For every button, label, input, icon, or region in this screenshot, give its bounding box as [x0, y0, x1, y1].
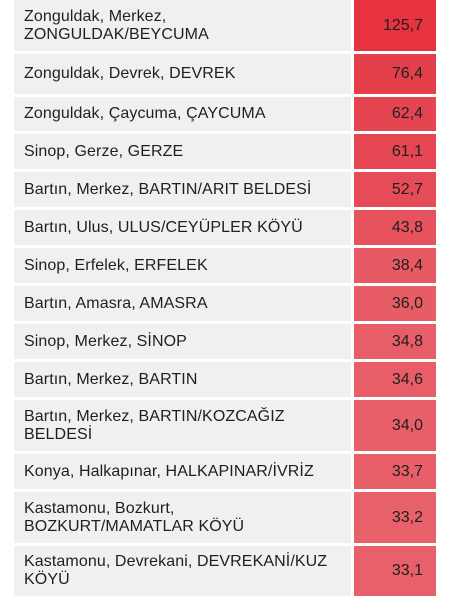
data-table: Zonguldak, Merkez, ZONGULDAK/BEYCUMA 125…	[14, 0, 436, 599]
table-row: Konya, Halkapınar, HALKAPINAR/İVRİZ 33,7	[14, 454, 436, 492]
location-name: Zonguldak, Merkez, ZONGULDAK/BEYCUMA	[14, 0, 354, 51]
location-name: Bartın, Merkez, BARTIN/ARIT BELDESİ	[14, 172, 354, 207]
location-name: Zonguldak, Çaycuma, ÇAYCUMA	[14, 97, 354, 131]
location-name: Bartın, Amasra, AMASRA	[14, 286, 354, 321]
location-name: Kastamonu, Devrekani, DEVREKANİ/KUZ KÖYÜ	[14, 546, 354, 596]
location-name: Kastamonu, Bozkurt, BOZKURT/MAMATLAR KÖY…	[14, 492, 354, 543]
table-row: Bartın, Amasra, AMASRA 36,0	[14, 286, 436, 324]
location-name: Sinop, Merkez, SİNOP	[14, 324, 354, 359]
value-cell: 76,4	[354, 54, 436, 94]
value-cell: 34,0	[354, 400, 436, 451]
table-row: Bartın, Ulus, ULUS/CEYÜPLER KÖYÜ 43,8	[14, 210, 436, 248]
table-row: Bartın, Merkez, BARTIN 34,6	[14, 362, 436, 400]
location-name: Bartın, Ulus, ULUS/CEYÜPLER KÖYÜ	[14, 210, 354, 245]
table-row: Zonguldak, Merkez, ZONGULDAK/BEYCUMA 125…	[14, 0, 436, 54]
table-row: Sinop, Erfelek, ERFELEK 38,4	[14, 248, 436, 286]
location-name: Sinop, Gerze, GERZE	[14, 134, 354, 169]
value-cell: 61,1	[354, 134, 436, 169]
location-name: Sinop, Erfelek, ERFELEK	[14, 248, 354, 283]
value-cell: 52,7	[354, 172, 436, 207]
location-name: Bartın, Merkez, BARTIN/KOZCAĞIZ BELDESİ	[14, 400, 354, 451]
value-cell: 34,8	[354, 324, 436, 359]
table-row: Sinop, Merkez, SİNOP 34,8	[14, 324, 436, 362]
value-cell: 34,6	[354, 362, 436, 397]
value-cell: 43,8	[354, 210, 436, 245]
table-row: Zonguldak, Çaycuma, ÇAYCUMA 62,4	[14, 97, 436, 134]
location-name: Bartın, Merkez, BARTIN	[14, 362, 354, 397]
value-cell: 33,2	[354, 492, 436, 543]
table-row: Kastamonu, Bozkurt, BOZKURT/MAMATLAR KÖY…	[14, 492, 436, 546]
table-row: Bartın, Merkez, BARTIN/KOZCAĞIZ BELDESİ …	[14, 400, 436, 454]
table-row: Kastamonu, Devrekani, DEVREKANİ/KUZ KÖYÜ…	[14, 546, 436, 599]
table-row: Zonguldak, Devrek, DEVREK 76,4	[14, 54, 436, 97]
table-row: Bartın, Merkez, BARTIN/ARIT BELDESİ 52,7	[14, 172, 436, 210]
location-name: Zonguldak, Devrek, DEVREK	[14, 54, 354, 94]
value-cell: 38,4	[354, 248, 436, 283]
table-row: Sinop, Gerze, GERZE 61,1	[14, 134, 436, 172]
value-cell: 125,7	[354, 0, 436, 51]
value-cell: 33,1	[354, 546, 436, 596]
value-cell: 36,0	[354, 286, 436, 321]
location-name: Konya, Halkapınar, HALKAPINAR/İVRİZ	[14, 454, 354, 489]
value-cell: 33,7	[354, 454, 436, 489]
value-cell: 62,4	[354, 97, 436, 131]
